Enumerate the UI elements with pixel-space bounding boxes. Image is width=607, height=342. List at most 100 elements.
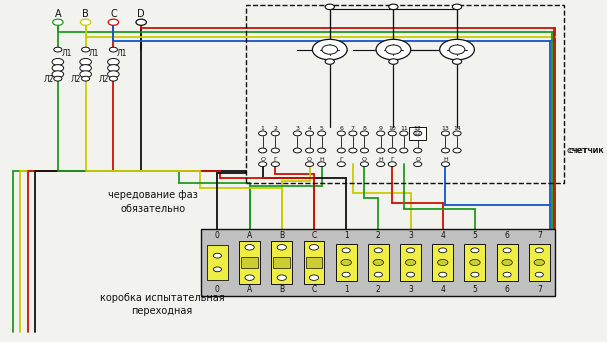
Circle shape — [535, 272, 543, 277]
Bar — [368, 244, 389, 281]
Text: Г: Г — [339, 157, 343, 161]
Circle shape — [81, 47, 90, 52]
Text: 13: 13 — [441, 126, 449, 131]
Circle shape — [107, 71, 119, 78]
Circle shape — [439, 39, 475, 60]
Circle shape — [54, 76, 62, 81]
Text: 4: 4 — [440, 231, 445, 240]
Circle shape — [439, 248, 447, 253]
Bar — [304, 241, 325, 284]
Circle shape — [452, 59, 462, 64]
Text: Л2: Л2 — [71, 75, 81, 83]
Circle shape — [349, 148, 357, 153]
Circle shape — [388, 162, 396, 167]
Circle shape — [400, 148, 408, 153]
Text: О: О — [307, 157, 312, 161]
Circle shape — [470, 259, 480, 265]
Circle shape — [388, 4, 398, 10]
Circle shape — [385, 45, 401, 54]
Circle shape — [317, 131, 326, 136]
Circle shape — [373, 259, 384, 265]
Circle shape — [452, 4, 462, 10]
Circle shape — [407, 272, 415, 277]
Circle shape — [259, 162, 266, 167]
Text: счетчик: счетчик — [568, 146, 603, 155]
Circle shape — [109, 47, 117, 52]
Circle shape — [453, 131, 461, 136]
Circle shape — [310, 275, 319, 280]
Circle shape — [407, 248, 415, 253]
Circle shape — [80, 58, 92, 65]
Circle shape — [388, 59, 398, 64]
Circle shape — [305, 131, 314, 136]
Text: C: C — [311, 285, 317, 294]
Circle shape — [52, 71, 64, 78]
Circle shape — [325, 59, 334, 64]
Circle shape — [317, 148, 326, 153]
Circle shape — [337, 148, 345, 153]
Text: Н: Н — [443, 157, 448, 161]
Text: 4: 4 — [308, 126, 311, 131]
Circle shape — [293, 148, 302, 153]
Circle shape — [337, 131, 345, 136]
Text: A: A — [247, 231, 253, 240]
Text: Г: Г — [274, 157, 277, 161]
Text: 3: 3 — [408, 231, 413, 240]
Text: Л1: Л1 — [61, 49, 72, 58]
Bar — [400, 244, 421, 281]
Circle shape — [54, 47, 62, 52]
Circle shape — [214, 253, 222, 258]
Circle shape — [317, 162, 326, 167]
Circle shape — [136, 19, 146, 25]
Text: 11: 11 — [400, 126, 408, 131]
Circle shape — [503, 248, 511, 253]
Circle shape — [305, 148, 314, 153]
Text: 5: 5 — [320, 126, 324, 131]
Text: 3: 3 — [408, 285, 413, 294]
Circle shape — [441, 131, 450, 136]
Circle shape — [502, 259, 512, 265]
Text: C: C — [110, 9, 117, 19]
Bar — [432, 244, 453, 281]
Circle shape — [376, 148, 385, 153]
Circle shape — [109, 76, 117, 81]
Circle shape — [52, 65, 64, 71]
Bar — [497, 244, 518, 281]
Text: 2: 2 — [273, 126, 277, 131]
Circle shape — [322, 45, 337, 54]
Text: 5: 5 — [472, 231, 477, 240]
Circle shape — [413, 131, 422, 136]
Circle shape — [413, 148, 422, 153]
Circle shape — [388, 148, 396, 153]
Text: 7: 7 — [537, 285, 541, 294]
Text: 12: 12 — [414, 131, 422, 136]
Circle shape — [439, 272, 447, 277]
Text: Л1: Л1 — [89, 49, 100, 58]
Circle shape — [313, 39, 347, 60]
Text: чередование фаз: чередование фаз — [109, 190, 198, 200]
Text: 8: 8 — [362, 126, 367, 131]
Bar — [305, 257, 322, 268]
Circle shape — [52, 58, 64, 65]
Circle shape — [80, 71, 92, 78]
Text: 0: 0 — [215, 231, 220, 240]
Text: 2: 2 — [376, 231, 381, 240]
Circle shape — [271, 131, 279, 136]
Circle shape — [376, 162, 385, 167]
Text: Л2: Л2 — [99, 75, 109, 83]
Circle shape — [471, 272, 479, 277]
Text: коробка испытательная: коробка испытательная — [100, 292, 225, 303]
Bar — [271, 241, 292, 284]
Circle shape — [259, 131, 266, 136]
Circle shape — [400, 131, 408, 136]
Text: 5: 5 — [472, 285, 477, 294]
Bar — [241, 257, 258, 268]
Text: 14: 14 — [453, 126, 461, 131]
Circle shape — [375, 248, 382, 253]
Text: C: C — [311, 231, 317, 240]
Circle shape — [453, 148, 461, 153]
Circle shape — [310, 245, 319, 250]
Circle shape — [259, 148, 266, 153]
Text: 10: 10 — [388, 126, 396, 131]
Circle shape — [535, 248, 543, 253]
